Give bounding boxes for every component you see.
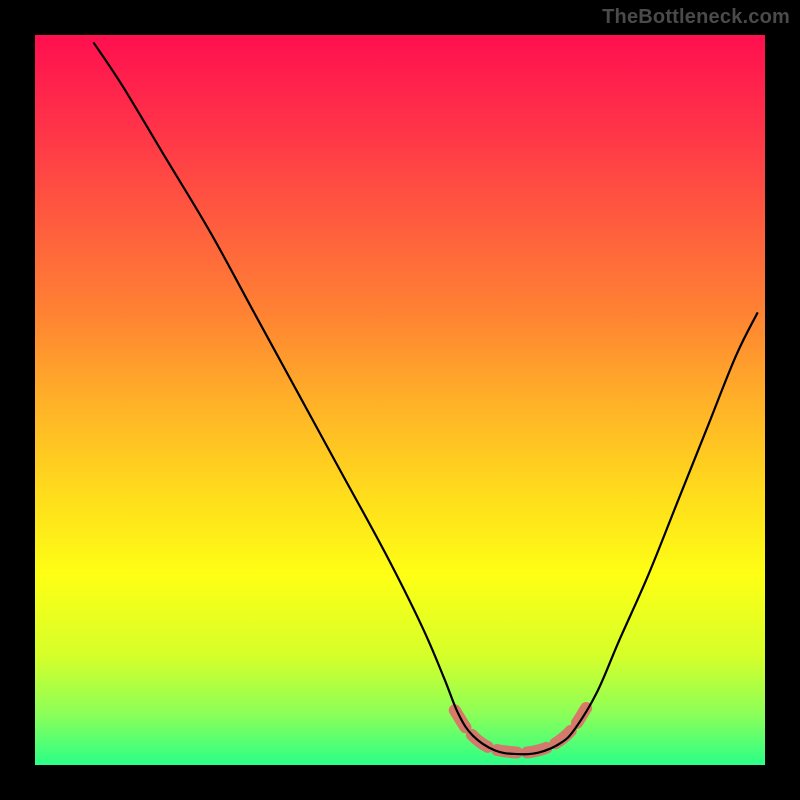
watermark-text: TheBottleneck.com [602, 6, 790, 29]
bottleneck-curve-chart [0, 0, 800, 800]
plot-background [35, 35, 765, 765]
chart-stage: TheBottleneck.com [0, 0, 800, 800]
